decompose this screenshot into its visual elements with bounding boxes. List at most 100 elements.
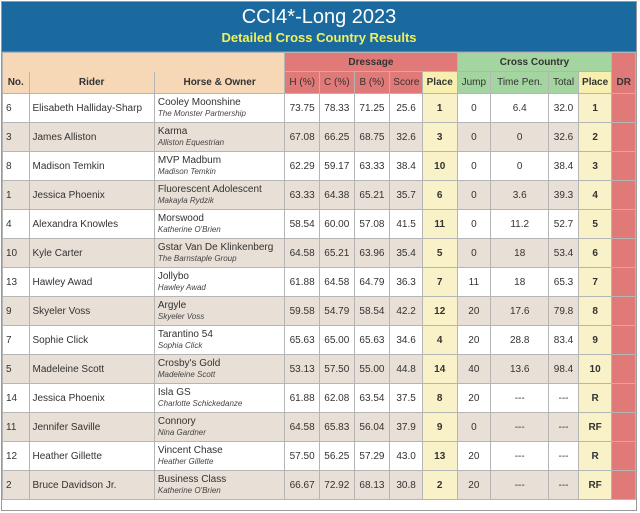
cell-b: 64.79 [353, 267, 391, 297]
horse-name: MVP Madbum [157, 155, 222, 166]
cell-b: 57.08 [353, 209, 391, 239]
cell-time-pen: 17.6 [490, 296, 550, 326]
cell-xc-place: 7 [577, 267, 613, 297]
cell-dr [611, 151, 636, 181]
cell-score: 34.6 [389, 325, 423, 355]
col-c[interactable]: C (%) [318, 71, 355, 94]
cell-horse-owner: Isla GS Charlotte Schickedanze [153, 383, 286, 413]
cell-jump: 20 [456, 325, 492, 355]
cell-h: 65.63 [284, 325, 320, 355]
cell-horse-owner: Fluorescent Adolescent Makayla Rydzik [153, 180, 286, 210]
cell-horse-owner: Crosby's Gold Madeleine Scott [153, 354, 286, 384]
cell-h: 64.58 [284, 238, 320, 268]
cell-c: 57.50 [318, 354, 355, 384]
cell-score: 30.8 [389, 470, 423, 500]
cell-place: 5 [421, 238, 458, 268]
col-score[interactable]: Score [389, 71, 423, 94]
cell-xc-place: RF [577, 470, 613, 500]
cell-rider: Madeleine Scott [28, 354, 155, 384]
owner-name: Madeleine Scott [157, 370, 216, 379]
cell-jump: 20 [456, 383, 492, 413]
col-b[interactable]: B (%) [353, 71, 391, 94]
cell-place: 13 [421, 441, 458, 471]
cell-horse-owner: Business Class Katherine O'Brien [153, 470, 286, 500]
cell-total: 38.4 [548, 151, 579, 181]
cell-b: 55.00 [353, 354, 391, 384]
table-row[interactable]: 6 Elisabeth Halliday-Sharp Cooley Moonsh… [2, 93, 636, 123]
cell-jump: 0 [456, 93, 492, 123]
table-row[interactable]: 7 Sophie Click Tarantino 54 Sophia Click… [2, 325, 636, 355]
cell-h: 59.58 [284, 296, 320, 326]
horse-name: Gstar Van De Klinkenberg [157, 242, 274, 253]
owner-name: Charlotte Schickedanze [157, 399, 243, 408]
table-row[interactable]: 13 Hawley Awad Jollybo Hawley Awad 61.88… [2, 267, 636, 297]
cell-rider: Jessica Phoenix [28, 180, 155, 210]
table-row[interactable]: 2 Bruce Davidson Jr. Business Class Kath… [2, 470, 636, 500]
col-place[interactable]: Place [421, 71, 458, 94]
cell-xc-place: 9 [577, 325, 613, 355]
cell-total: 65.3 [548, 267, 579, 297]
results-subtitle: Detailed Cross Country Results [221, 30, 417, 45]
table-row[interactable]: 12 Heather Gillette Vincent Chase Heathe… [2, 441, 636, 471]
cell-dr [611, 412, 636, 442]
col-time-pen[interactable]: Time Pen. [490, 71, 550, 94]
table-row[interactable]: 14 Jessica Phoenix Isla GS Charlotte Sch… [2, 383, 636, 413]
cell-b: 68.13 [353, 470, 391, 500]
cell-time-pen: 18 [490, 238, 550, 268]
cell-jump: 0 [456, 238, 492, 268]
col-xc-place[interactable]: Place [577, 71, 613, 94]
cell-no: 13 [2, 267, 30, 297]
owner-name: The Barnstaple Group [157, 254, 237, 263]
cell-dr [611, 354, 636, 384]
cell-time-pen: --- [490, 441, 550, 471]
horse-name: Connory [157, 416, 196, 427]
cell-c: 65.83 [318, 412, 355, 442]
cell-place: 3 [421, 122, 458, 152]
cell-jump: 11 [456, 267, 492, 297]
cell-rider: Madison Temkin [28, 151, 155, 181]
cell-jump: 20 [456, 296, 492, 326]
table-row[interactable]: 5 Madeleine Scott Crosby's Gold Madelein… [2, 354, 636, 384]
cell-xc-place: R [577, 383, 613, 413]
owner-name: Sophia Click [157, 341, 203, 350]
cell-score: 35.7 [389, 180, 423, 210]
cell-place: 7 [421, 267, 458, 297]
owner-name: Madison Temkin [157, 167, 216, 176]
cell-horse-owner: Argyle Skyeler Voss [153, 296, 286, 326]
cell-xc-place: 4 [577, 180, 613, 210]
cell-time-pen: 28.8 [490, 325, 550, 355]
cell-time-pen: --- [490, 412, 550, 442]
cell-score: 43.0 [389, 441, 423, 471]
cell-horse-owner: Cooley Moonshine The Monster Partnership [153, 93, 286, 123]
cell-b: 56.04 [353, 412, 391, 442]
cell-total: 52.7 [548, 209, 579, 239]
col-jump[interactable]: Jump [456, 71, 492, 94]
cell-h: 64.58 [284, 412, 320, 442]
table-row[interactable]: 9 Skyeler Voss Argyle Skyeler Voss 59.58… [2, 296, 636, 326]
cell-rider: James Alliston [28, 122, 155, 152]
table-row[interactable]: 1 Jessica Phoenix Fluorescent Adolescent… [2, 180, 636, 210]
table-row[interactable]: 11 Jennifer Saville Connory Nina Gardner… [2, 412, 636, 442]
cell-score: 42.2 [389, 296, 423, 326]
cell-b: 63.54 [353, 383, 391, 413]
table-row[interactable]: 10 Kyle Carter Gstar Van De Klinkenberg … [2, 238, 636, 268]
horse-name: Business Class [157, 474, 227, 485]
table-row[interactable]: 4 Alexandra Knowles Morswood Katherine O… [2, 209, 636, 239]
table-row[interactable]: 8 Madison Temkin MVP Madbum Madison Temk… [2, 151, 636, 181]
cell-score: 32.6 [389, 122, 423, 152]
cell-b: 68.75 [353, 122, 391, 152]
cell-place: 6 [421, 180, 458, 210]
cell-score: 44.8 [389, 354, 423, 384]
col-horse-owner[interactable]: Horse & Owner [153, 71, 286, 94]
col-total[interactable]: Total [548, 71, 579, 94]
owner-name: Nina Gardner [157, 428, 206, 437]
cell-rider: Bruce Davidson Jr. [28, 470, 155, 500]
cell-c: 64.58 [318, 267, 355, 297]
col-h[interactable]: H (%) [284, 71, 320, 94]
cell-place: 11 [421, 209, 458, 239]
col-no[interactable]: No. [2, 71, 30, 94]
col-rider[interactable]: Rider [28, 71, 155, 94]
cell-no: 12 [2, 441, 30, 471]
col-dr[interactable]: DR [611, 71, 636, 94]
table-row[interactable]: 3 James Alliston Karma Alliston Equestri… [2, 122, 636, 152]
